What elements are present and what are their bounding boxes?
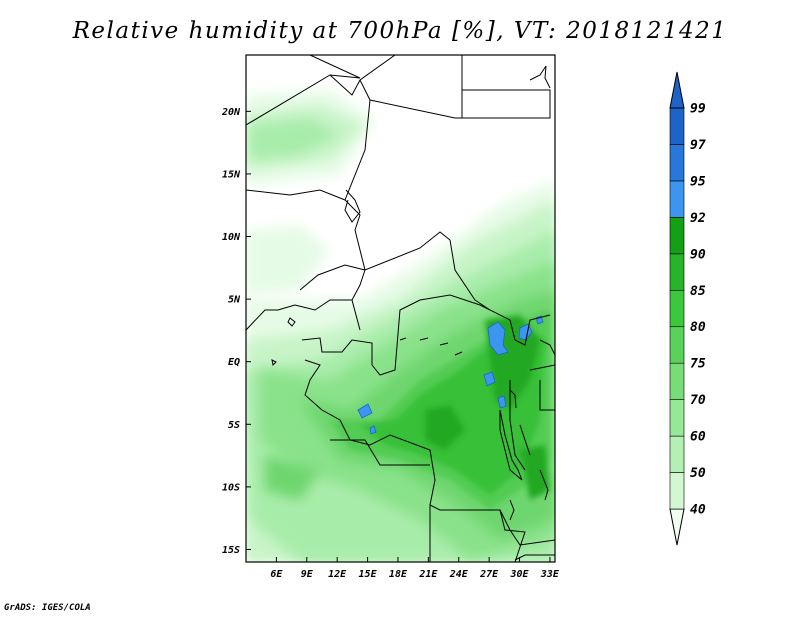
footer-credit: GrADS: IGES/COLA: [4, 603, 91, 613]
lon-tick-label: 24E: [449, 569, 469, 580]
colorbar-bin: [669, 399, 685, 437]
colorbar-level-label: 80: [690, 320, 706, 335]
colorbar-level-label: 70: [690, 393, 706, 408]
colorbar-level-label: 60: [690, 430, 706, 445]
colorbar-level-label: 97: [690, 138, 706, 153]
colorbar-bin: [669, 180, 685, 218]
lon-tick-label: 12E: [328, 569, 347, 580]
colorbar-level-label: 90: [690, 247, 706, 262]
colorbar-bin: [669, 107, 685, 145]
lon-tick-label: 6E: [270, 569, 283, 580]
humidity-field: [246, 55, 555, 562]
colorbar-bin: [669, 326, 685, 364]
lat-tick-label: 20N: [221, 107, 241, 118]
lon-tick-label: 18E: [389, 569, 408, 580]
lon-tick-label: 9E: [301, 569, 314, 580]
lat-tick-label: 15N: [222, 169, 241, 180]
colorbar-level-label: 95: [690, 174, 706, 189]
lon-tick-label: 30E: [510, 569, 530, 580]
longitude-ticks: 6E 9E 12E 15E 18E 21E 24E 27E 30E 33E: [270, 557, 560, 580]
colorbar-level-label: 92: [690, 211, 706, 226]
colorbar-bin: [669, 435, 685, 473]
colorbar-level-label: 50: [690, 466, 706, 481]
latitude-ticks: 20N 15N 10N 5N EQ 5S 10S 15S: [221, 107, 251, 556]
colorbar-bin: [669, 472, 685, 510]
lat-tick-label: 5N: [228, 295, 241, 306]
colorbar-bin: [669, 144, 685, 182]
lon-tick-label: 33E: [540, 569, 560, 580]
colorbar: 40 50 60 70 75 80 85 90 92 95 97 99: [669, 71, 706, 546]
lat-tick-label: 10N: [222, 232, 241, 243]
country-borders: [246, 55, 555, 562]
lat-tick-label: EQ: [228, 357, 240, 368]
plot-frame: [245, 54, 556, 563]
lon-tick-label: 27E: [479, 569, 499, 580]
colorbar-level-label: 40: [690, 503, 706, 518]
lon-tick-label: 21E: [418, 569, 438, 580]
colorbar-lower-arrow: [669, 508, 685, 546]
colorbar-bin: [669, 217, 685, 255]
chart-title: Relative humidity at 700hPa [%], VT: 201…: [72, 18, 728, 44]
lat-tick-label: 5S: [228, 420, 240, 431]
colorbar-level-label: 85: [690, 284, 706, 299]
colorbar-level-label: 99: [690, 102, 706, 117]
lat-tick-label: 15S: [222, 545, 240, 556]
colorbar-bin: [669, 289, 685, 328]
colorbar-level-label: 75: [690, 357, 706, 372]
colorbar-bin: [669, 253, 685, 291]
colorbar-upper-arrow: [669, 71, 685, 109]
colorbar-bin: [669, 362, 685, 400]
lat-tick-label: 10S: [222, 482, 240, 493]
lon-tick-label: 15E: [359, 569, 378, 580]
